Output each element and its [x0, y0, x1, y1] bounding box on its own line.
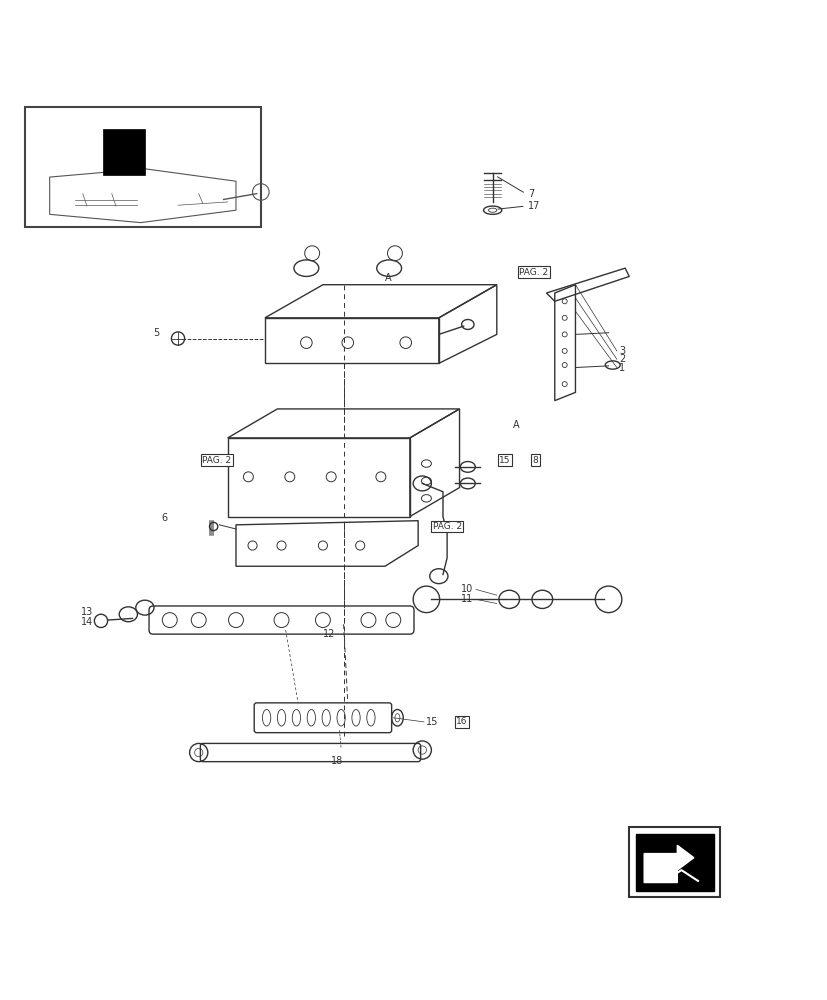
Text: PAG. 2: PAG. 2 [519, 268, 548, 277]
Text: A: A [513, 420, 519, 430]
Text: 6: 6 [161, 513, 167, 523]
Polygon shape [103, 129, 145, 175]
Text: 12: 12 [323, 629, 335, 639]
Text: 8: 8 [533, 456, 538, 465]
Bar [629, 827, 719, 897]
Text: 17: 17 [528, 201, 540, 211]
Text: 2: 2 [619, 354, 625, 364]
Text: 15: 15 [499, 456, 510, 465]
Text: 18: 18 [331, 756, 343, 766]
Text: PAG. 2: PAG. 2 [202, 456, 232, 465]
Text: 1: 1 [619, 363, 624, 373]
Text: 16: 16 [456, 717, 467, 726]
Bar [25, 107, 261, 227]
Text: 14: 14 [81, 617, 93, 627]
Text: 3: 3 [619, 346, 624, 356]
Text: A: A [385, 273, 391, 283]
Polygon shape [643, 845, 693, 883]
Text: 10: 10 [461, 584, 473, 594]
Text: 5: 5 [153, 328, 160, 338]
Bar [635, 834, 713, 891]
Text: 13: 13 [81, 607, 93, 617]
Text: PAG. 2: PAG. 2 [432, 522, 461, 531]
Text: 11: 11 [461, 594, 473, 604]
Text: 7: 7 [528, 189, 534, 199]
Text: 15: 15 [426, 717, 438, 727]
